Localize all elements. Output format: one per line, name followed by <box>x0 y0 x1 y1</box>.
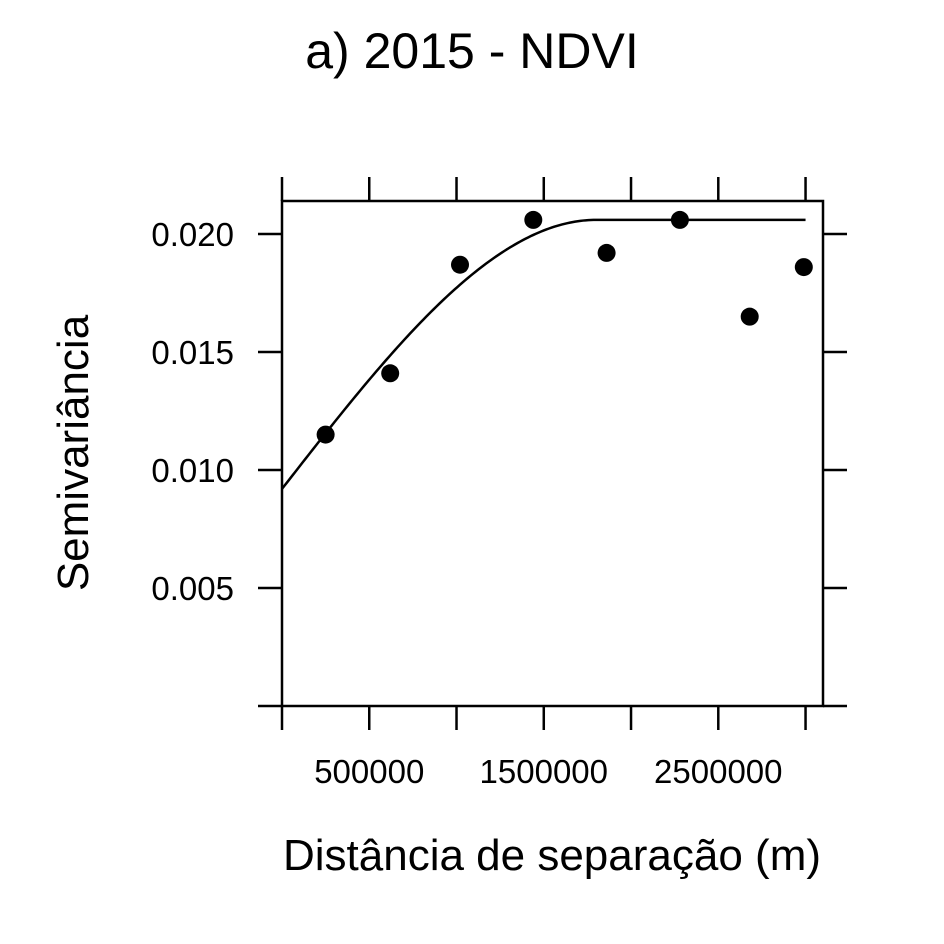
data-point <box>451 255 470 274</box>
chart-title: a) 2015 - NDVI <box>305 23 638 79</box>
y-axis-ticks: 0.005 0.010 0.015 0.020 <box>151 216 847 708</box>
data-point <box>740 307 759 326</box>
data-point <box>794 258 813 277</box>
y-tick-label: 0.020 <box>151 216 234 253</box>
x-axis-label: Distância de separação (m) <box>283 831 821 880</box>
y-tick-label: 0.015 <box>151 334 234 371</box>
x-tick-label: 2500000 <box>654 753 782 790</box>
data-point <box>524 210 543 229</box>
plot-frame <box>280 199 825 708</box>
data-point <box>670 210 689 229</box>
data-point <box>597 243 616 262</box>
data-points <box>316 210 813 444</box>
y-axis-label: Semivariância <box>49 314 98 591</box>
data-point <box>381 364 400 383</box>
fitted-model-line <box>281 218 806 490</box>
x-tick-label: 1500000 <box>480 753 608 790</box>
y-tick-label: 0.010 <box>151 452 234 489</box>
x-axis-ticks: 500000 1500000 2500000 <box>280 177 807 790</box>
data-point <box>316 425 335 444</box>
y-tick-label: 0.005 <box>151 570 234 607</box>
x-tick-label: 500000 <box>314 753 424 790</box>
